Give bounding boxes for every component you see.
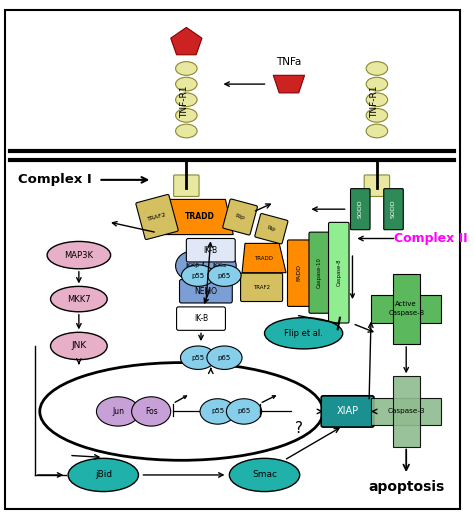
Text: IK-B: IK-B	[194, 314, 208, 323]
Polygon shape	[371, 398, 441, 425]
Polygon shape	[392, 274, 420, 344]
FancyBboxPatch shape	[223, 199, 257, 235]
Text: p65: p65	[218, 354, 231, 361]
FancyBboxPatch shape	[186, 239, 235, 262]
Text: jBid: jBid	[95, 470, 112, 480]
FancyBboxPatch shape	[321, 396, 374, 427]
Ellipse shape	[366, 93, 388, 106]
Text: Caspase-10: Caspase-10	[317, 257, 322, 288]
Ellipse shape	[181, 346, 216, 370]
Text: TNF-R1: TNF-R1	[180, 86, 189, 118]
Ellipse shape	[51, 286, 107, 312]
Ellipse shape	[68, 458, 138, 491]
Polygon shape	[171, 28, 202, 55]
FancyBboxPatch shape	[364, 175, 390, 197]
Text: Caspase-8: Caspase-8	[388, 310, 424, 316]
FancyBboxPatch shape	[180, 280, 232, 303]
FancyBboxPatch shape	[350, 189, 370, 230]
Text: IKKα: IKKα	[212, 263, 227, 268]
Ellipse shape	[47, 241, 110, 269]
Text: p65: p65	[218, 272, 231, 279]
Text: p55: p55	[211, 408, 224, 415]
Text: MKK7: MKK7	[67, 295, 91, 304]
Ellipse shape	[207, 346, 242, 370]
FancyBboxPatch shape	[255, 213, 288, 244]
Ellipse shape	[366, 108, 388, 122]
Text: TNFa: TNFa	[276, 57, 301, 66]
Text: Fos: Fos	[145, 407, 157, 416]
Text: FADD: FADD	[296, 264, 301, 281]
Text: TRAF2: TRAF2	[147, 212, 167, 222]
Text: Smac: Smac	[252, 470, 277, 480]
FancyBboxPatch shape	[328, 222, 349, 323]
FancyBboxPatch shape	[309, 232, 329, 313]
Text: Caspase-8: Caspase-8	[336, 259, 341, 286]
Text: p55: p55	[191, 272, 205, 279]
Text: Complex I: Complex I	[18, 173, 92, 186]
Polygon shape	[165, 199, 233, 235]
Text: TNF-R1: TNF-R1	[371, 86, 380, 118]
Ellipse shape	[366, 124, 388, 138]
Ellipse shape	[366, 77, 388, 91]
Polygon shape	[392, 376, 420, 447]
Text: XIAP: XIAP	[337, 406, 359, 416]
Ellipse shape	[175, 77, 197, 91]
Text: Caspase-3: Caspase-3	[387, 408, 425, 415]
Text: p65: p65	[237, 408, 251, 415]
Ellipse shape	[96, 397, 139, 426]
Ellipse shape	[51, 332, 107, 360]
Ellipse shape	[229, 458, 300, 491]
FancyBboxPatch shape	[241, 273, 283, 302]
Text: Rip: Rip	[266, 225, 276, 233]
Ellipse shape	[132, 397, 171, 426]
Ellipse shape	[175, 124, 197, 138]
Text: p55: p55	[191, 354, 205, 361]
Text: Active: Active	[395, 302, 417, 307]
Ellipse shape	[175, 62, 197, 75]
FancyBboxPatch shape	[136, 195, 178, 240]
Text: SODD: SODD	[391, 200, 396, 218]
Ellipse shape	[227, 399, 262, 424]
Ellipse shape	[175, 251, 209, 280]
Ellipse shape	[264, 318, 343, 349]
Text: NEMO: NEMO	[194, 287, 218, 296]
Ellipse shape	[203, 251, 236, 280]
Ellipse shape	[182, 265, 215, 286]
FancyBboxPatch shape	[177, 307, 226, 330]
Ellipse shape	[366, 62, 388, 75]
Text: IK-B: IK-B	[204, 245, 218, 255]
Text: JNK: JNK	[71, 342, 86, 350]
FancyBboxPatch shape	[384, 189, 403, 230]
Text: MAP3K: MAP3K	[64, 251, 93, 260]
Text: ?: ?	[295, 420, 303, 435]
FancyBboxPatch shape	[288, 240, 310, 306]
Ellipse shape	[200, 399, 235, 424]
FancyBboxPatch shape	[173, 175, 199, 197]
Ellipse shape	[208, 265, 241, 286]
Text: apoptosis: apoptosis	[368, 480, 444, 494]
Polygon shape	[242, 243, 286, 272]
Text: TRADD: TRADD	[185, 212, 215, 222]
Ellipse shape	[175, 93, 197, 106]
Text: TRAF2: TRAF2	[253, 285, 270, 290]
Text: Complex II: Complex II	[394, 232, 467, 245]
Polygon shape	[273, 75, 305, 93]
FancyBboxPatch shape	[5, 10, 460, 509]
Text: Flip et al.: Flip et al.	[284, 329, 323, 338]
Text: TRADD: TRADD	[254, 255, 273, 261]
Text: SODD: SODD	[358, 200, 363, 218]
Ellipse shape	[175, 108, 197, 122]
Text: IKKβ: IKKβ	[185, 263, 199, 268]
Polygon shape	[371, 295, 441, 322]
Text: Rip: Rip	[235, 213, 246, 221]
Text: Jun: Jun	[112, 407, 124, 416]
